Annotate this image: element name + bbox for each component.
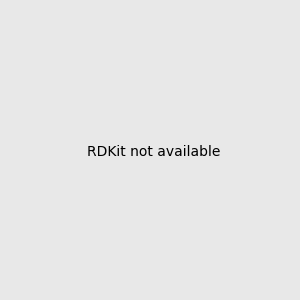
Text: RDKit not available: RDKit not available [87, 145, 220, 158]
